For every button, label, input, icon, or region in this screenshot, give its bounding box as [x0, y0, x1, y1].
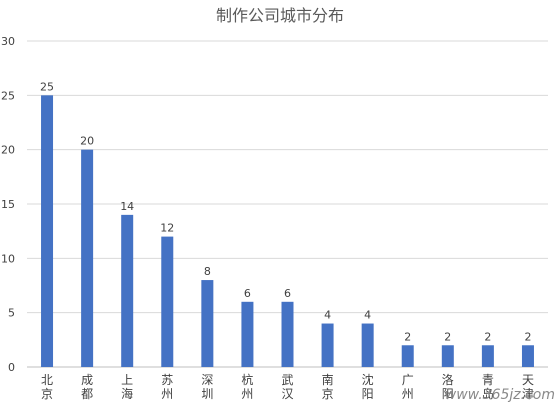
bar	[201, 280, 214, 367]
x-category-label: 武汉	[281, 373, 293, 401]
data-label: 20	[80, 135, 94, 148]
data-label: 6	[244, 287, 251, 300]
bar	[121, 214, 134, 367]
data-label: 4	[364, 309, 371, 322]
y-tick-label: 25	[1, 89, 15, 102]
data-label: 8	[204, 265, 211, 278]
data-label: 14	[120, 200, 134, 213]
bar	[481, 345, 494, 367]
bar	[521, 345, 534, 367]
x-category-label: 深圳	[201, 373, 213, 401]
chart-title: 制作公司城市分布	[216, 6, 344, 25]
y-tick-label: 5	[8, 307, 15, 320]
data-labels: 25 20 14 12 8 6 6 4 4 2 2 2 2	[40, 80, 531, 343]
x-category-label: 天津	[522, 373, 534, 401]
data-label: 25	[40, 80, 54, 93]
x-category-label: 成都	[81, 373, 93, 401]
x-category-label: 杭州	[241, 372, 253, 401]
x-category-label: 青岛	[482, 373, 494, 401]
bar	[41, 95, 54, 367]
y-tick-label: 30	[1, 35, 15, 48]
bar	[241, 301, 254, 367]
x-category-label: 沈阳	[362, 372, 374, 401]
y-tick-label: 15	[1, 198, 15, 211]
bar	[281, 301, 294, 367]
data-label: 2	[404, 330, 411, 343]
x-category-label: 广州	[402, 373, 414, 401]
bar	[161, 236, 174, 367]
bar	[401, 345, 414, 367]
data-label: 4	[324, 309, 331, 322]
x-category-label: 上海	[121, 373, 133, 401]
data-label: 12	[160, 222, 174, 235]
bar	[361, 323, 374, 367]
data-label: 6	[284, 287, 291, 300]
bar	[441, 345, 454, 367]
y-tick-label: 10	[1, 252, 15, 265]
data-label: 2	[444, 330, 451, 343]
bars	[41, 95, 534, 367]
grid-lines	[27, 40, 548, 368]
data-label: 2	[524, 330, 531, 343]
data-label: 2	[484, 330, 491, 343]
bar	[321, 323, 334, 367]
y-tick-label: 0	[8, 361, 15, 374]
watermark-text: www.365jz.com	[445, 387, 555, 403]
x-category-label: 苏州	[161, 373, 173, 401]
x-category-label: 南京	[322, 372, 334, 401]
y-tick-label: 20	[1, 144, 15, 157]
x-category-label: 北京	[41, 373, 53, 401]
x-category-label: 洛阳	[442, 372, 454, 401]
bar	[81, 149, 94, 367]
y-axis-ticks: 0 5 10 15 20 25 30	[1, 35, 15, 374]
